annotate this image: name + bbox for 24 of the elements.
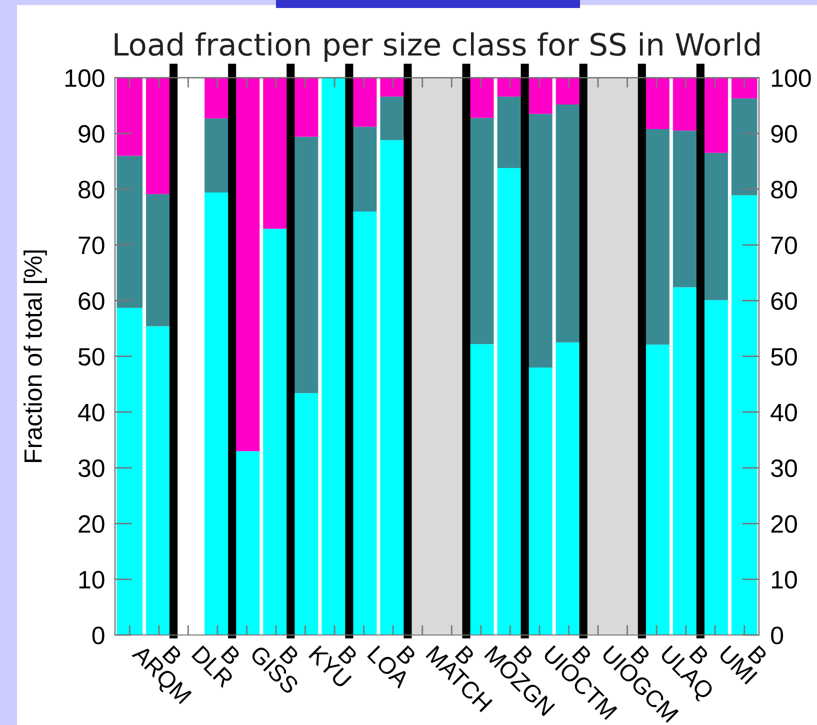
- y2-tick-label: 40: [770, 404, 797, 422]
- y2-tick-label: 100: [772, 69, 811, 88]
- y2-tick-label: 50: [771, 348, 797, 366]
- y-tick-label: 70: [78, 236, 104, 254]
- y-tick-label: 30: [78, 459, 104, 478]
- y2-tick-label: 90: [771, 125, 797, 143]
- y2-tick-label: 0: [771, 626, 784, 644]
- y-tick-label: 10: [79, 570, 104, 589]
- y2-tick-label: 20: [771, 515, 797, 533]
- y-tick-label: 20: [78, 515, 104, 533]
- y2-tick-label: 10: [772, 570, 797, 589]
- chart-title: Load fraction per size class for SS in World: [114, 32, 760, 62]
- y-tick-label: 60: [78, 292, 104, 310]
- y2-tick-label: 70: [771, 236, 797, 254]
- y-tick-label: 50: [78, 348, 104, 366]
- y-tick-label: 40: [78, 404, 104, 422]
- y-tick-label: 80: [78, 180, 104, 198]
- y-axis-title: Fraction of total [%]: [24, 250, 47, 462]
- y2-tick-label: 80: [771, 180, 797, 198]
- y-tick-label: 100: [65, 69, 104, 88]
- y-tick-label: 0: [92, 626, 104, 644]
- y2-tick-label: 60: [771, 292, 797, 310]
- y2-tick-label: 30: [771, 459, 797, 478]
- y-tick-label: 90: [78, 125, 104, 143]
